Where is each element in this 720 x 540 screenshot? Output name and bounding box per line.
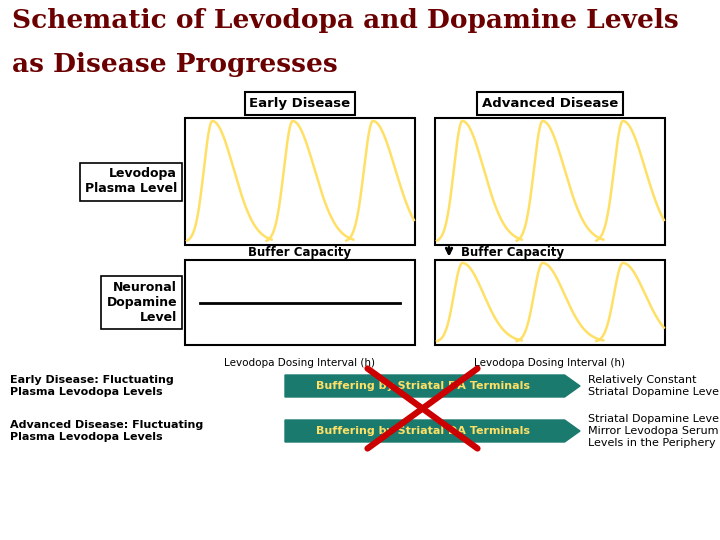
Text: Early Disease: Fluctuating
Plasma Levodopa Levels: Early Disease: Fluctuating Plasma Levodo… bbox=[10, 375, 174, 397]
Text: Levodopa Dosing Interval (h): Levodopa Dosing Interval (h) bbox=[474, 358, 626, 368]
Bar bbox=[185, 118, 415, 245]
Text: Early Disease: Early Disease bbox=[249, 97, 351, 110]
Polygon shape bbox=[285, 375, 580, 397]
Text: Levodopa
Plasma Level: Levodopa Plasma Level bbox=[85, 167, 177, 195]
Text: Buffering by Striatal DA Terminals: Buffering by Striatal DA Terminals bbox=[317, 381, 531, 391]
Bar bbox=[435, 118, 665, 245]
Text: Buffer Capacity: Buffer Capacity bbox=[248, 246, 351, 259]
Text: Relatively Constant
Striatal Dopamine Levels: Relatively Constant Striatal Dopamine Le… bbox=[588, 375, 720, 397]
Text: as Disease Progresses: as Disease Progresses bbox=[12, 52, 338, 77]
Text: Schematic of Levodopa and Dopamine Levels: Schematic of Levodopa and Dopamine Level… bbox=[12, 8, 679, 33]
Text: Advanced Disease: Fluctuating
Plasma Levodopa Levels: Advanced Disease: Fluctuating Plasma Lev… bbox=[10, 420, 203, 442]
Bar bbox=[185, 260, 415, 345]
Text: Striatal Dopamine Levels
Mirror Levodopa Serum
Levels in the Periphery: Striatal Dopamine Levels Mirror Levodopa… bbox=[588, 414, 720, 448]
Text: Buffer Capacity: Buffer Capacity bbox=[461, 246, 564, 259]
Polygon shape bbox=[285, 420, 580, 442]
Text: Levodopa Dosing Interval (h): Levodopa Dosing Interval (h) bbox=[225, 358, 376, 368]
Text: Neuronal
Dopamine
Level: Neuronal Dopamine Level bbox=[107, 281, 177, 324]
Bar bbox=[435, 260, 665, 345]
Text: Advanced Disease: Advanced Disease bbox=[482, 97, 618, 110]
Text: Buffering by Striatal DA Terminals: Buffering by Striatal DA Terminals bbox=[317, 426, 531, 436]
